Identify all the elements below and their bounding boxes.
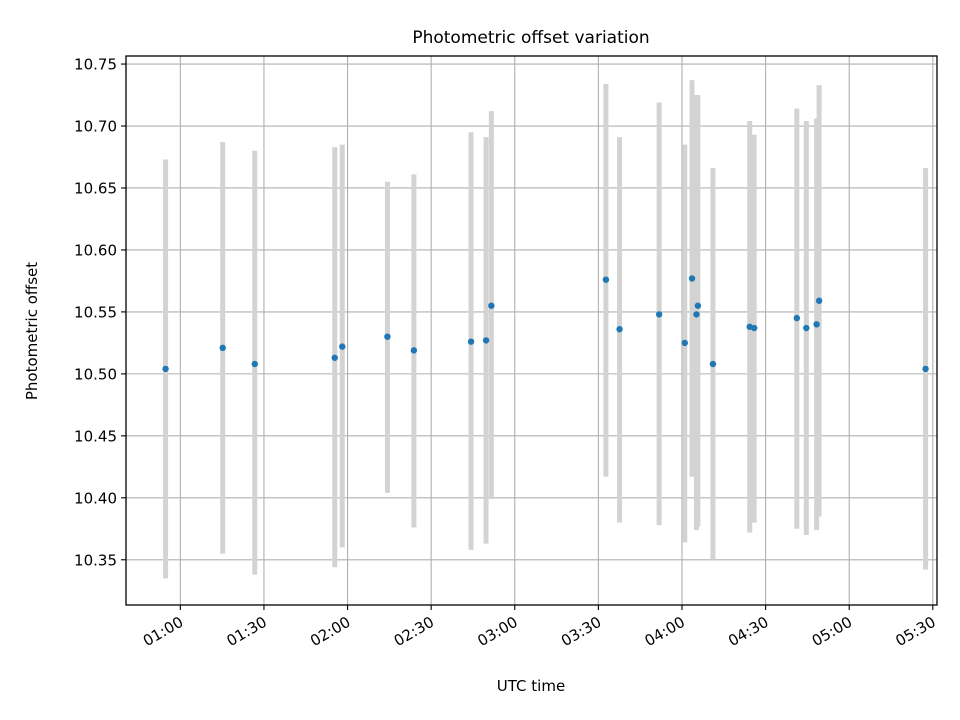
y-axis-label: Photometric offset <box>23 262 41 400</box>
y-axis-ticks: 10.35 10.40 10.45 10.50 10.55 10.60 10.65 10.70… <box>74 56 126 569</box>
x-axis-ticks: 01:00 01:30 02:00 02:30 03:00 03:30 04:00 04:30… <box>140 605 939 650</box>
x-tick-label: 03:30 <box>558 613 604 650</box>
y-tick-label: 10.35 <box>74 551 117 569</box>
data-point <box>616 326 623 333</box>
data-point <box>219 344 226 352</box>
x-tick-label: 02:30 <box>391 613 437 650</box>
data-point <box>688 275 696 282</box>
data-point <box>793 314 801 322</box>
data-point <box>693 311 700 318</box>
plot-frame <box>125 55 938 606</box>
x-tick-label: 03:00 <box>474 613 520 650</box>
data-point <box>750 324 758 332</box>
y-tick-label: 10.60 <box>74 241 117 259</box>
data-point <box>384 333 391 340</box>
data-point <box>655 311 663 318</box>
y-tick-label: 10.40 <box>74 489 117 507</box>
x-tick-label: 04:30 <box>725 613 771 650</box>
data-point <box>681 339 688 347</box>
data-point <box>467 338 475 345</box>
y-tick-label: 10.70 <box>74 118 117 136</box>
data-point <box>694 302 702 309</box>
y-tick-label: 10.45 <box>74 427 117 445</box>
chart-title: Photometric offset variation <box>412 28 649 48</box>
data-point <box>602 276 610 283</box>
data-point <box>162 365 169 373</box>
data-point <box>482 337 490 344</box>
x-tick-label: 05:00 <box>809 613 855 650</box>
data-point <box>922 365 929 373</box>
data-point <box>488 302 495 309</box>
y-tick-label: 10.65 <box>74 179 117 197</box>
error-bars <box>163 80 929 579</box>
data-point <box>815 297 823 304</box>
data-point <box>709 360 717 368</box>
data-point <box>251 360 258 368</box>
x-axis-label: UTC time <box>497 677 565 695</box>
x-tick-label: 05:30 <box>892 613 938 650</box>
y-tick-label: 10.50 <box>74 365 117 383</box>
x-tick-label: 01:30 <box>224 613 270 650</box>
x-tick-label: 04:00 <box>642 613 688 650</box>
y-tick-label: 10.75 <box>74 56 117 74</box>
data-point <box>331 354 338 361</box>
x-tick-label: 01:00 <box>140 613 186 650</box>
y-tick-label: 10.55 <box>74 303 117 321</box>
grid-lines <box>126 56 937 605</box>
data-point <box>410 347 418 354</box>
data-point <box>813 321 820 328</box>
data-point <box>803 324 810 332</box>
data-point <box>339 343 346 350</box>
x-tick-label: 02:00 <box>307 613 353 650</box>
data-points <box>162 275 929 373</box>
